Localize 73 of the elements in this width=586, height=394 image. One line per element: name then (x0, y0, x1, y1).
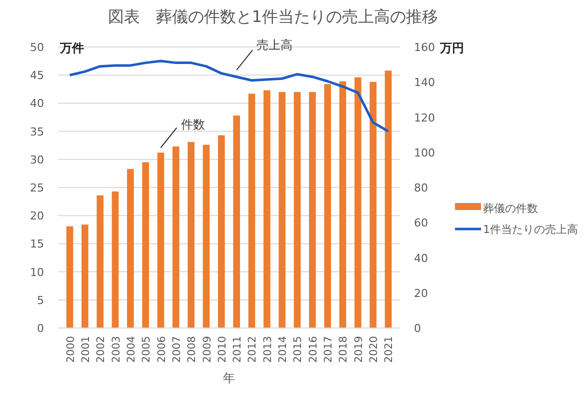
y2-tick-label: 160 (414, 41, 435, 54)
line-series (68, 60, 390, 133)
bar (264, 90, 270, 328)
bar (82, 224, 88, 328)
bar (248, 94, 256, 328)
bar (157, 152, 164, 328)
x-tick-label: 2009 (201, 336, 214, 363)
x-tick-label: 2019 (352, 336, 365, 363)
y-tick-label: 0 (37, 322, 44, 335)
x-tick-label: 2008 (186, 336, 198, 363)
annotation: 件数 (180, 118, 205, 132)
x-tick-label: 2007 (170, 336, 183, 363)
y-tick-label: 50 (30, 41, 44, 54)
y-tick-label: 5 (37, 294, 44, 307)
legend-label: 葬儀の件数 (483, 202, 538, 215)
bar (294, 92, 301, 328)
bar (309, 92, 316, 328)
x-tick-label: 2020 (368, 336, 380, 363)
annotation: 売上高 (256, 38, 293, 52)
bar (233, 116, 240, 328)
bar (66, 226, 74, 328)
x-tick-label: 2002 (95, 336, 108, 363)
x-tick-label: 2018 (338, 336, 350, 363)
x-tick-label: 2016 (307, 336, 320, 363)
x-tick-label: 2003 (110, 336, 122, 363)
y2-tick-label: 80 (414, 182, 428, 194)
x-tick-label: 2004 (125, 336, 138, 363)
y-tick-label: 30 (30, 153, 44, 166)
y-tick-label: 10 (30, 266, 44, 279)
y2-axis-title: 万円 (439, 41, 464, 55)
y-tick-label: 25 (30, 182, 44, 194)
bar (96, 195, 104, 328)
y-tick-label: 45 (30, 69, 44, 82)
y2-tick-label: 140 (414, 76, 435, 90)
y2-tick-label: 20 (414, 286, 428, 300)
chart-title: 図表 葬儀の件数と1件当たりの売上高の推移 (108, 7, 438, 26)
legend-label: 1件当たりの売上高 (483, 223, 578, 236)
x-tick-label: 2013 (262, 336, 274, 363)
bar (202, 144, 210, 328)
x-tick-label: 2005 (140, 336, 153, 363)
bar (172, 146, 180, 328)
y-tick-label: 35 (30, 125, 44, 138)
x-tick-label: 2001 (80, 336, 92, 363)
bar (384, 70, 392, 328)
y-tick-label: 15 (30, 238, 44, 251)
y2-tick-label: 60 (414, 216, 428, 230)
bar (370, 82, 376, 328)
bar (354, 77, 362, 328)
bar (218, 135, 225, 328)
x-tick-label: 2010 (216, 336, 228, 363)
y-axis-title: 万件 (59, 41, 84, 55)
bar (127, 168, 134, 328)
y2-tick-label: 100 (414, 146, 435, 160)
y2-tick-label: 40 (414, 252, 428, 265)
y2-tick-label: 120 (414, 111, 435, 124)
x-tick-label: 2012 (246, 336, 259, 363)
bar (324, 84, 331, 328)
y-tick-label: 20 (30, 210, 44, 223)
x-tick-label: 2000 (64, 336, 77, 363)
x-axis-title: 年 (223, 371, 235, 385)
x-tick-label: 2017 (322, 336, 335, 363)
x-tick-label: 2011 (232, 336, 244, 363)
x-tick-label: 2015 (292, 336, 304, 363)
x-tick-label: 2014 (277, 336, 290, 363)
bar (142, 162, 149, 328)
y-tick-label: 40 (30, 97, 44, 110)
bar (339, 81, 346, 328)
y2-tick-label: 0 (414, 322, 421, 335)
bar (112, 191, 119, 328)
bar (188, 142, 194, 328)
bar (278, 92, 286, 328)
x-tick-label: 2006 (156, 336, 168, 363)
x-tick-label: 2021 (383, 336, 396, 363)
